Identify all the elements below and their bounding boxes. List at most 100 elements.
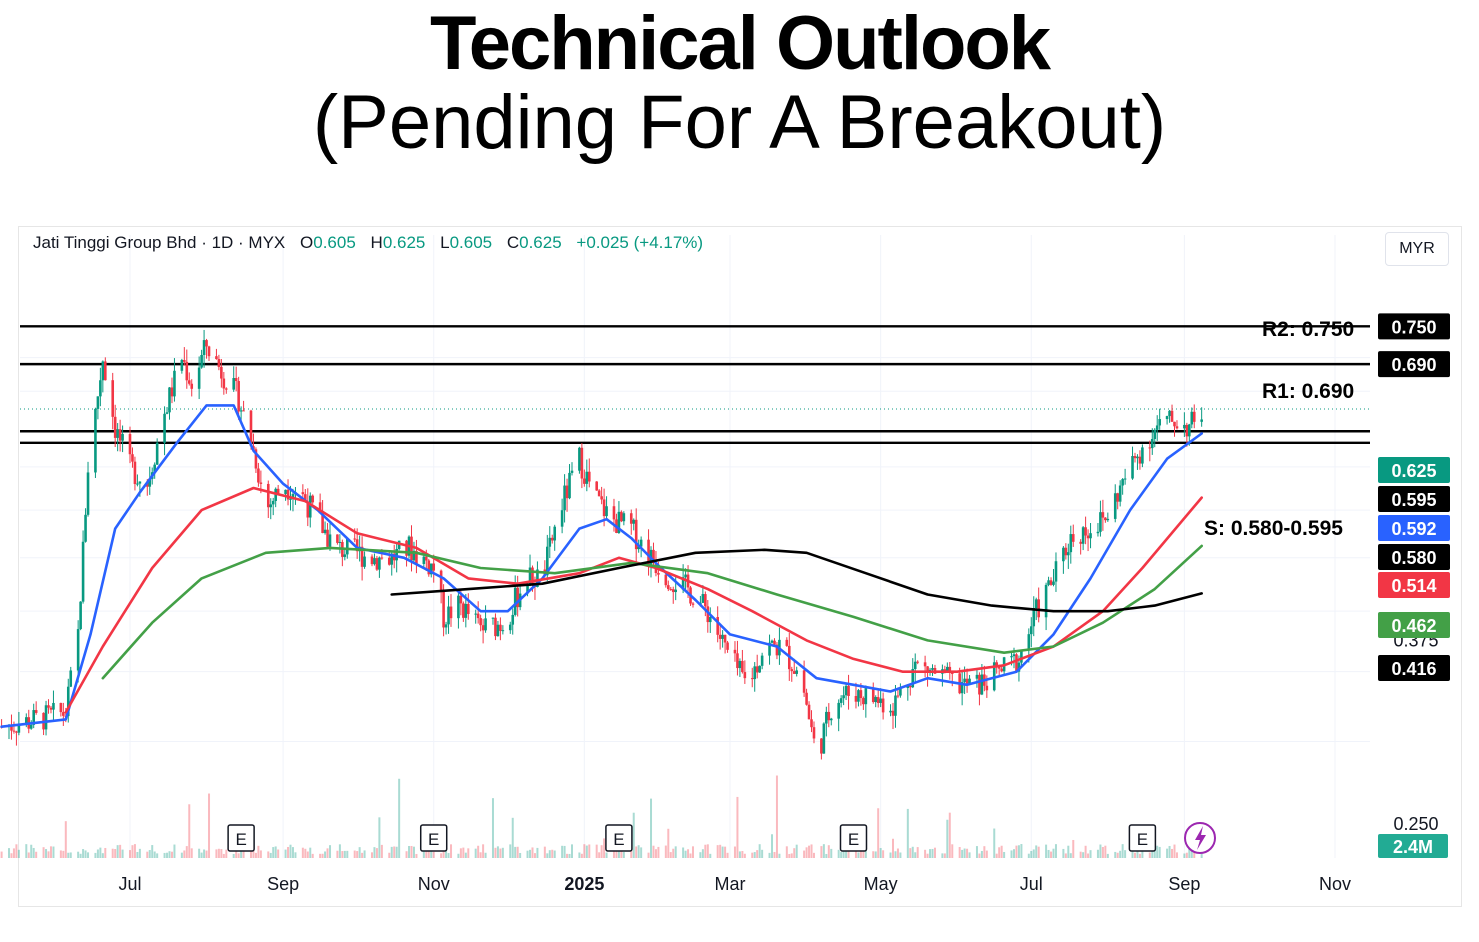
volume-bar	[1064, 853, 1067, 858]
volume-bar	[183, 850, 186, 858]
volume-bar	[1124, 850, 1127, 858]
candle-body	[355, 539, 359, 552]
candle-body	[375, 558, 379, 570]
earnings-marker	[839, 824, 868, 852]
candle-body	[760, 655, 764, 666]
open-value: 0.605	[313, 233, 356, 252]
candle-body	[691, 603, 695, 605]
volume-bar	[1067, 845, 1070, 858]
candle-body	[1123, 478, 1127, 480]
price-tag-label: 0.690	[1391, 355, 1436, 375]
price-tag	[1378, 572, 1450, 598]
earnings-marker-label: E	[428, 830, 439, 849]
volume-bar	[1027, 853, 1030, 858]
candle-body	[704, 594, 707, 607]
moving-averages	[0, 404, 1203, 728]
price-tag-label: 0.462	[1391, 616, 1436, 636]
candle-body	[474, 613, 477, 615]
candle-body	[24, 717, 28, 725]
volume-bar	[242, 851, 245, 858]
candle-body	[578, 447, 581, 471]
candle-body	[827, 711, 831, 721]
volume-bar	[306, 851, 309, 858]
volume-bar	[104, 847, 107, 858]
price-tag	[1378, 351, 1450, 378]
candle-body	[926, 666, 929, 673]
candle-body	[896, 695, 900, 697]
volume-bar	[309, 847, 312, 858]
open-label: O	[300, 233, 314, 252]
volume-bar	[62, 850, 65, 858]
volume-bar	[324, 851, 327, 858]
candle-body	[496, 624, 500, 637]
candle-body	[234, 378, 238, 382]
volume-bar	[459, 848, 462, 858]
currency-button[interactable]: MYR	[1385, 232, 1449, 266]
volume-bar	[494, 847, 497, 858]
candle-body	[565, 485, 569, 499]
low-value: 0.605	[449, 233, 493, 252]
volume-bar	[906, 808, 909, 858]
price-tag	[1378, 486, 1450, 512]
candle-body	[425, 556, 428, 561]
page-subtitle: (Pending For A Breakout)	[312, 80, 1167, 165]
volume-bar	[198, 848, 201, 858]
volume-bar	[185, 846, 188, 858]
candle-body	[1104, 517, 1107, 521]
volume-bar	[208, 793, 211, 858]
volume-bar	[133, 844, 136, 858]
candle-body	[1017, 662, 1021, 672]
volume-bar	[1173, 844, 1176, 858]
volume-bar	[872, 851, 875, 858]
candle-body	[1067, 552, 1070, 556]
volume-bar	[738, 851, 741, 858]
volume-bar	[751, 852, 754, 858]
volume-bar	[156, 853, 159, 858]
volume-bar	[889, 852, 892, 858]
candle-body	[864, 688, 868, 705]
price-tag-label: 0.580	[1391, 548, 1436, 568]
volume-bar	[329, 845, 332, 858]
volume-bar	[706, 844, 709, 858]
volume-bar	[82, 849, 85, 858]
candle-body	[370, 556, 374, 565]
candle-body	[336, 534, 339, 543]
volume-bar	[1089, 850, 1092, 858]
candle-body	[464, 603, 468, 618]
candle-body	[622, 513, 626, 522]
candle-body	[52, 702, 55, 710]
candle-body	[328, 534, 332, 547]
volume-bar	[35, 851, 38, 858]
earnings-marker	[227, 824, 255, 852]
candle-body	[536, 569, 539, 587]
candle-body	[1032, 608, 1036, 627]
volume-bar	[975, 846, 978, 858]
candle-body	[617, 511, 621, 533]
volume-bar	[412, 846, 415, 858]
volume-bar	[287, 846, 290, 858]
candle-body	[669, 589, 673, 591]
volume-bar	[15, 844, 18, 858]
volume-bar	[496, 846, 499, 858]
high-value: 0.625	[382, 233, 426, 252]
volume-bar	[390, 846, 393, 858]
candle-body	[387, 557, 391, 565]
volume-bar	[1151, 848, 1154, 858]
candle-body	[950, 672, 954, 674]
volume-bar	[225, 849, 228, 858]
candle-body	[1020, 650, 1023, 663]
candle-body	[165, 412, 169, 414]
volume-bar	[617, 849, 620, 858]
volume-bar	[326, 848, 329, 858]
volume-bar	[709, 853, 712, 858]
candle-body	[66, 686, 70, 717]
volume-bar	[514, 846, 517, 858]
candle-body	[755, 666, 759, 673]
candle-body	[876, 697, 880, 703]
volume-bar	[338, 844, 341, 858]
candle-body	[1183, 424, 1186, 429]
volume-bar	[1030, 850, 1033, 858]
volume-bar	[274, 846, 277, 858]
candle-body	[657, 573, 660, 575]
